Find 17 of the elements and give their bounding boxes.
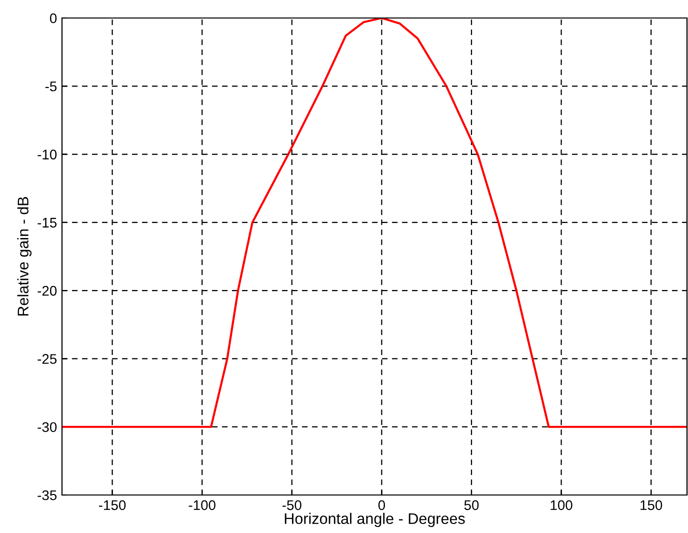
x-tick-label: 50 bbox=[464, 500, 479, 510]
x-tick-label: -150 bbox=[99, 500, 126, 510]
x-axis-title: Horizontal angle - Degrees bbox=[284, 512, 465, 528]
y-tick-label: -20 bbox=[38, 286, 57, 296]
y-tick-label: -25 bbox=[38, 354, 57, 364]
x-tick-label: -100 bbox=[188, 500, 216, 510]
x-tick-label: 0 bbox=[378, 500, 386, 510]
x-tick-label: 150 bbox=[640, 500, 662, 510]
y-tick-label: -10 bbox=[38, 150, 57, 160]
y-axis-title: Relative gain - dB bbox=[17, 197, 32, 316]
y-tick-label: -5 bbox=[45, 82, 57, 92]
y-tick-label: 0 bbox=[50, 13, 57, 24]
y-tick-label: -15 bbox=[38, 218, 57, 228]
x-tick-label: 100 bbox=[550, 500, 572, 510]
x-tick-label: -50 bbox=[282, 500, 302, 510]
y-tick-label: -35 bbox=[38, 490, 57, 500]
y-tick-label: -30 bbox=[38, 422, 57, 432]
